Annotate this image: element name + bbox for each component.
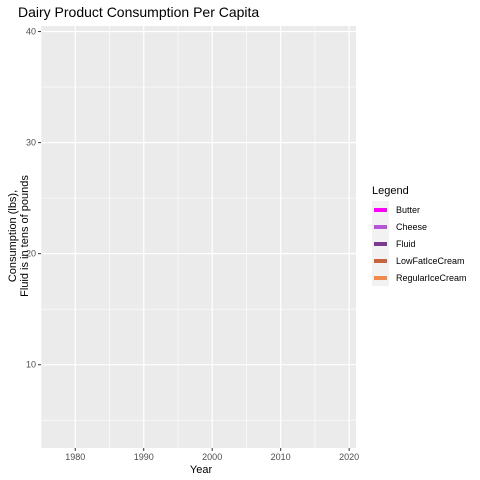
y-axis-title: Consumption (lbs), Fluid is in tens of p… xyxy=(7,175,31,297)
x-tick-label: 1980 xyxy=(65,452,85,462)
legend-label-regularicecream: RegularIceCream xyxy=(396,273,467,283)
chart-title: Dairy Product Consumption Per Capita xyxy=(18,4,259,20)
x-axis: 1980 1990 2000 2010 2020 xyxy=(65,448,359,462)
legend-items: Butter Cheese Fluid LowFatIceCream RegularIc… xyxy=(372,201,467,286)
x-tick-label: 2010 xyxy=(271,452,291,462)
legend: Legend Butter Cheese Fluid LowFatIceCream Re… xyxy=(372,185,467,286)
y-axis-title-line-1: Consumption (lbs), xyxy=(7,190,19,282)
minor-gridlines xyxy=(40,26,356,448)
y-tick-label: 40 xyxy=(26,27,36,37)
y-axis-title-line-2: Fluid is in tens of pounds xyxy=(19,175,31,297)
legend-swatch-cheese xyxy=(374,225,387,229)
y-tick-label: 30 xyxy=(26,138,36,148)
x-tick-label: 2020 xyxy=(339,452,359,462)
legend-label-cheese: Cheese xyxy=(396,222,427,232)
x-tick-label: 1990 xyxy=(134,452,154,462)
legend-label-butter: Butter xyxy=(396,205,420,215)
legend-swatch-regularicecream xyxy=(374,276,387,280)
x-axis-title: Year xyxy=(190,464,213,476)
plot-panel xyxy=(41,26,356,448)
legend-swatch-lowfaticecream xyxy=(374,259,387,263)
legend-swatch-butter xyxy=(374,208,387,212)
y-tick-label: 20 xyxy=(26,249,36,259)
legend-swatch-fluid xyxy=(374,242,387,246)
legend-title: Legend xyxy=(372,185,409,197)
legend-label-fluid: Fluid xyxy=(396,239,416,249)
y-tick-label: 10 xyxy=(26,360,36,370)
y-axis: 10 20 30 40 xyxy=(26,27,41,370)
x-tick-label: 2000 xyxy=(202,452,222,462)
major-gridlines xyxy=(41,26,356,448)
legend-label-lowfaticecream: LowFatIceCream xyxy=(396,256,465,266)
